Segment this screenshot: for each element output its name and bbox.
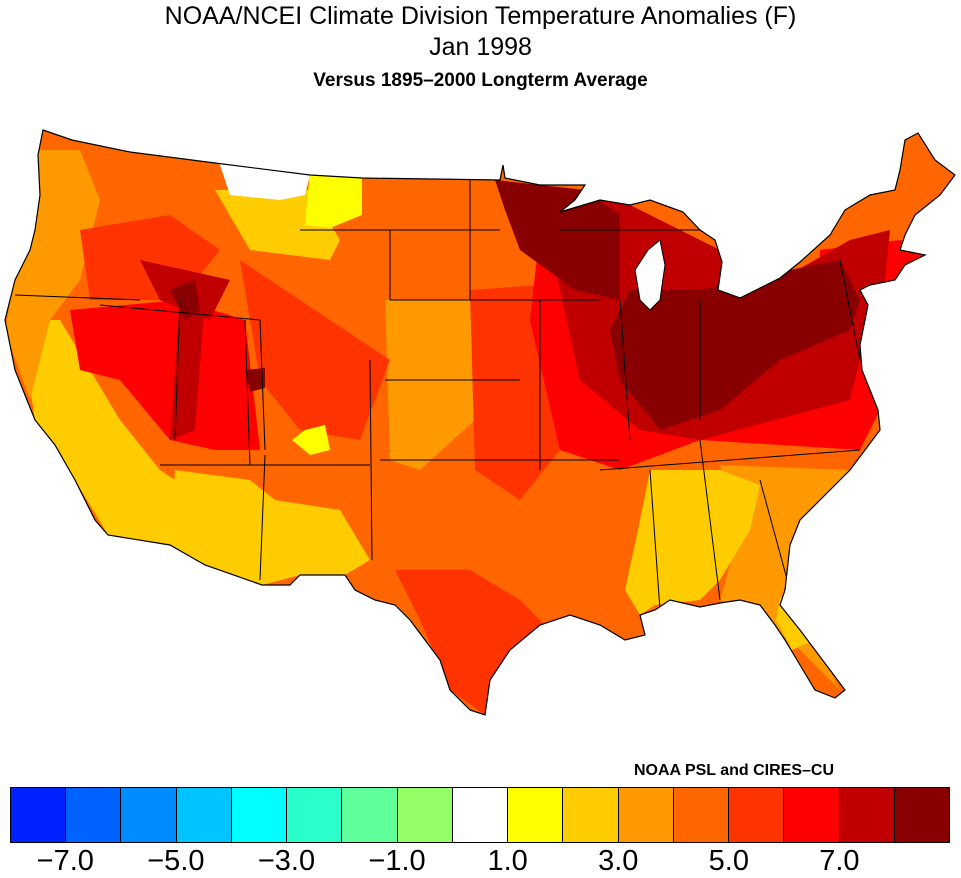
- legend-bin: [176, 788, 232, 842]
- legend-tick-label: 5.0: [708, 845, 749, 877]
- legend-bin: [508, 788, 564, 842]
- legend-tick-label: 7.0: [819, 845, 860, 877]
- legend-tick-label: −7.0: [36, 845, 94, 877]
- region-colorado-wyoming: [240, 260, 390, 440]
- region-nevada-utah: [70, 300, 260, 450]
- legend-bin: [618, 788, 674, 842]
- legend-bin: [894, 788, 949, 842]
- legend-bin: [287, 788, 343, 842]
- legend-bin: [231, 788, 288, 842]
- credit-text: NOAA PSL and CIRES–CU: [634, 762, 835, 779]
- map-subtitle: Versus 1895–2000 Longterm Average: [313, 70, 648, 91]
- region-ohio-valley: [610, 260, 860, 430]
- legend-bin: [452, 788, 509, 842]
- region-colorado-south: [292, 425, 330, 455]
- legend-bin: [66, 788, 122, 842]
- legend-tick-label: 1.0: [487, 845, 528, 877]
- state-boundaries: [14, 180, 861, 611]
- legend-bin: [563, 788, 619, 842]
- legend-bin: [839, 788, 895, 842]
- region-minnesota-wisconsin: [495, 180, 620, 300]
- legend-bin: [11, 788, 67, 842]
- color-legend-bar: [10, 787, 950, 843]
- region-plains: [385, 300, 475, 470]
- region-southeast: [720, 465, 850, 690]
- legend-tick-label: −1.0: [368, 845, 426, 877]
- region-texas: [395, 570, 545, 715]
- region-north-dakota-west: [305, 170, 362, 228]
- legend-tick-label: 3.0: [598, 845, 639, 877]
- lake-michigan: [634, 239, 666, 311]
- region-montana-northeast: [215, 150, 310, 200]
- region-wyoming-spot: [170, 280, 200, 320]
- legend-bin: [397, 788, 453, 842]
- us-climate-division-map: [4, 129, 956, 716]
- legend-tick-label: −3.0: [257, 845, 316, 877]
- region-deep-south: [625, 470, 760, 615]
- legend-bin: [729, 788, 785, 842]
- map-date: Jan 1998: [429, 33, 532, 61]
- legend-bin: [121, 788, 177, 842]
- region-southwest-desert: [170, 470, 370, 585]
- legend-bin: [673, 788, 730, 842]
- legend-bin: [342, 788, 398, 842]
- legend-tick-label: −5.0: [147, 845, 205, 877]
- legend-bin: [784, 788, 840, 842]
- region-colorado-spot: [245, 368, 265, 392]
- map-title: NOAA/NCEI Climate Division Temperature A…: [164, 2, 797, 30]
